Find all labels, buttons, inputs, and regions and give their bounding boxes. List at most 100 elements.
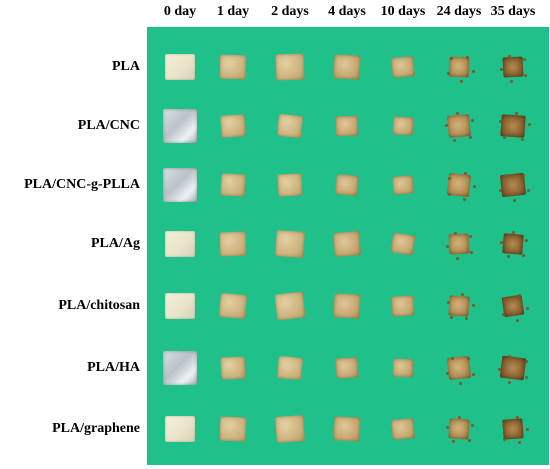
degraded-sample-film	[448, 418, 470, 440]
sample-fragment	[515, 318, 519, 322]
column-label: 4 days	[328, 4, 366, 19]
sample-fragment	[498, 189, 502, 193]
sample-fragment	[508, 381, 512, 385]
sample-fragment	[445, 124, 449, 128]
sample-fragment	[510, 79, 514, 83]
sample-fragment	[457, 416, 461, 420]
intact-sample-film	[165, 293, 195, 319]
sample-fragment	[446, 426, 450, 430]
degraded-sample-film	[335, 115, 359, 137]
degraded-sample-film	[333, 230, 361, 258]
sample-fragment	[463, 171, 467, 175]
sample-fragment	[500, 241, 504, 245]
degraded-sample-film	[335, 174, 359, 196]
row-label: PLA/HA	[87, 360, 140, 375]
sample-fragment	[521, 253, 525, 257]
degraded-sample-film	[392, 175, 414, 195]
sample-fragment	[465, 55, 469, 59]
sample-fragment	[502, 136, 506, 140]
degraded-sample-film	[333, 54, 361, 80]
degraded-sample-film	[219, 416, 247, 442]
sample-fragment	[467, 356, 471, 360]
sample-fragment	[503, 437, 507, 441]
degraded-sample-film	[390, 232, 416, 256]
degraded-sample-film	[499, 355, 527, 381]
sample-fragment	[514, 112, 518, 116]
sample-fragment	[468, 235, 472, 239]
sample-fragment	[498, 368, 501, 371]
degraded-sample-film	[333, 416, 361, 442]
degraded-sample-film	[502, 56, 524, 78]
sample-fragment	[499, 120, 503, 124]
intact-sample-film	[163, 168, 197, 202]
column-label: 10 days	[380, 4, 426, 19]
sample-fragment	[453, 138, 457, 142]
sample-fragment	[467, 438, 471, 442]
sample-fragment	[524, 73, 528, 77]
intact-sample-film	[165, 54, 195, 80]
sample-fragment	[452, 440, 456, 444]
sample-fragment	[471, 69, 475, 73]
intact-sample-film	[165, 231, 195, 257]
sample-fragment	[518, 440, 522, 444]
sample-fragment	[460, 79, 464, 83]
degraded-sample-film	[447, 114, 471, 138]
sample-fragment	[450, 315, 454, 319]
sample-fragment	[503, 297, 507, 301]
intact-sample-film	[165, 416, 195, 442]
degraded-sample-film	[333, 293, 361, 319]
sample-fragment	[507, 55, 511, 59]
sample-fragment	[472, 185, 476, 189]
sample-fragment	[525, 307, 529, 311]
sample-fragment	[447, 300, 451, 304]
sample-fragment	[520, 138, 524, 142]
sample-fragment	[472, 372, 476, 376]
row-label: PLA/CNC	[77, 118, 140, 133]
degraded-sample-film	[391, 418, 415, 440]
sample-fragment	[504, 173, 508, 177]
sample-fragment	[508, 354, 512, 358]
degraded-sample-film	[448, 295, 470, 317]
sample-fragment	[456, 112, 460, 116]
sample-fragment	[465, 317, 469, 321]
sample-fragment	[471, 303, 475, 307]
sample-fragment	[524, 238, 528, 242]
sample-fragment	[450, 356, 454, 360]
degraded-sample-film	[220, 173, 246, 197]
row-label: PLA/graphene	[52, 421, 140, 436]
degraded-sample-film	[391, 55, 415, 79]
degraded-sample-film	[274, 291, 306, 321]
degraded-sample-film	[277, 355, 303, 381]
degraded-sample-film	[500, 114, 526, 138]
degraded-sample-film	[220, 356, 246, 380]
degraded-sample-film	[392, 358, 414, 378]
degraded-sample-film	[275, 415, 305, 443]
degraded-sample-film	[219, 231, 247, 257]
sample-fragment	[525, 427, 529, 431]
sample-fragment	[470, 423, 474, 427]
degraded-sample-film	[219, 292, 247, 320]
sample-fragment	[470, 250, 474, 254]
column-label: 0 day	[163, 4, 197, 19]
sample-fragment	[511, 231, 515, 235]
sample-fragment	[521, 173, 525, 177]
sample-fragment	[522, 58, 526, 62]
sample-fragment	[469, 135, 473, 139]
sample-fragment	[471, 119, 475, 123]
degraded-sample-film	[277, 173, 303, 197]
row-label: PLA/chitosan	[58, 298, 140, 313]
sample-fragment	[446, 245, 450, 249]
degraded-sample-film	[502, 418, 524, 440]
degraded-sample-film	[391, 295, 415, 317]
row-label: PLA	[112, 59, 140, 74]
sample-fragment	[501, 312, 505, 316]
column-label: 2 days	[271, 4, 309, 19]
sample-fragment	[458, 381, 462, 385]
degraded-sample-film	[220, 114, 246, 138]
sample-fragment	[447, 176, 451, 180]
sample-fragment	[527, 189, 531, 193]
degraded-sample-film	[392, 116, 414, 136]
row-label: PLA/CNC-g-PLLA	[24, 177, 140, 192]
sample-fragment	[513, 199, 516, 202]
degraded-sample-film	[219, 54, 247, 80]
